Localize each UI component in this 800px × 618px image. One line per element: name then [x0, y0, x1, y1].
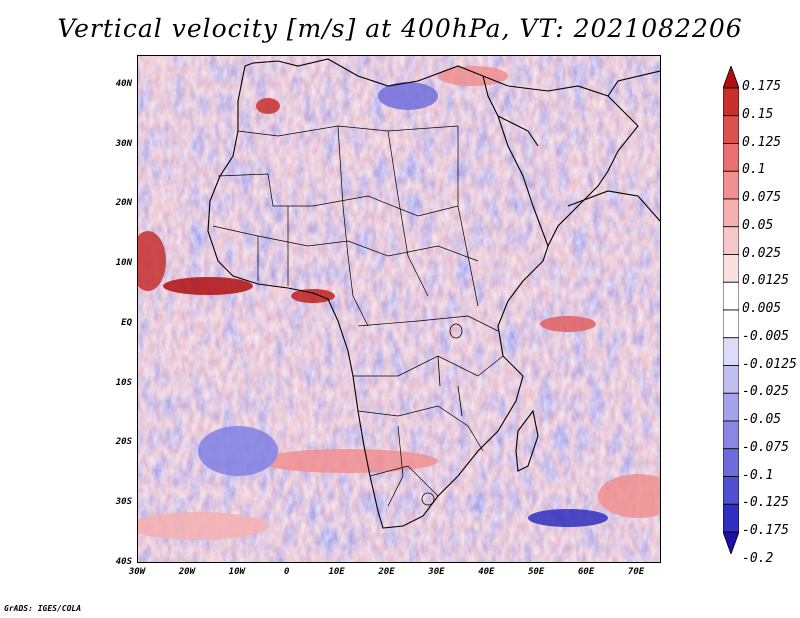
velocity-map: [138, 56, 660, 562]
colorbar-level-label: -0.025: [742, 384, 789, 400]
colorbar-cell: [723, 531, 739, 554]
grads-credit: GrADS: IGES/COLA: [4, 604, 82, 613]
colorbar-level-label: 0.15: [742, 106, 774, 122]
colorbar-cell: [723, 143, 739, 172]
colorbar-cell: [723, 226, 739, 255]
colorbar-level-label: -0.175: [742, 523, 789, 538]
lat-tick-label: 40N: [115, 78, 132, 89]
lon-tick-label: 30W: [128, 567, 146, 577]
lat-tick-label: 20N: [115, 198, 132, 209]
colorbar-level-label: 0.025: [742, 245, 782, 261]
colorbar-level-label: -0.2: [742, 550, 774, 566]
lon-tick-label: 0: [283, 567, 290, 577]
lon-tick-label: 30E: [428, 567, 445, 577]
lakes: [421, 323, 463, 506]
country-borders: [212, 125, 504, 507]
colorbar-cell: [723, 448, 739, 477]
colorbar-cell: [723, 87, 739, 117]
feature-patches: [138, 66, 660, 540]
lat-tick-label: 20S: [115, 437, 132, 448]
colorbar-level-label: 0.005: [742, 301, 782, 316]
lon-tick-label: 50E: [528, 567, 545, 577]
colorbar-level-label: 0.05: [742, 217, 774, 233]
colorbar-cells: [723, 66, 739, 554]
colorbar-cell: [723, 420, 739, 450]
lon-tick-label: 40E: [478, 567, 495, 577]
colorbar-cell: [723, 503, 739, 533]
colorbar: [723, 66, 739, 554]
colorbar-level-label: 0.0125: [742, 273, 789, 289]
colorbar-level-label: -0.075: [742, 439, 789, 455]
colorbar-cell: [723, 115, 739, 144]
coastlines: [207, 58, 660, 529]
map-title: Vertical velocity [m/s] at 400hPa, VT: 2…: [57, 14, 743, 43]
colorbar-level-label: -0.125: [742, 495, 789, 511]
colorbar-level-label: -0.05: [742, 412, 782, 427]
lat-tick-label: 30S: [115, 497, 132, 508]
colorbar-cell: [723, 476, 739, 505]
colorbar-cell: [723, 281, 739, 311]
lat-tick-label: 40S: [115, 557, 132, 567]
lat-tick-label: 30N: [115, 138, 132, 149]
colorbar-level-label: 0.1: [742, 162, 766, 178]
colorbar-level-label: 0.125: [742, 134, 782, 150]
colorbar-cell: [723, 392, 739, 422]
colorbar-cell: [723, 365, 739, 394]
lat-tick-label: EQ: [121, 317, 132, 328]
colorbar-level-label: 0.075: [742, 190, 782, 205]
colorbar-cell: [723, 309, 739, 339]
colorbar-cell: [723, 170, 739, 200]
colorbar-cell: [723, 198, 739, 228]
colorbar-level-label: -0.1: [742, 467, 774, 483]
lon-tick-label: 70E: [627, 567, 645, 577]
lat-tick-label: 10S: [115, 377, 132, 388]
lon-tick-label: 10E: [328, 567, 345, 577]
map-texture-light: [138, 56, 660, 562]
colorbar-level-label: -0.005: [742, 328, 789, 344]
lat-tick-label: 10N: [115, 258, 132, 269]
colorbar-cell: [723, 254, 739, 283]
lon-tick-label: 20E: [378, 567, 395, 577]
colorbar-level-label: 0.175: [742, 79, 782, 94]
colorbar-level-label: -0.0125: [742, 356, 797, 372]
lon-tick-label: 10W: [228, 567, 245, 577]
colorbar-cell: [723, 337, 739, 366]
lon-tick-label: 60E: [578, 567, 595, 577]
colorbar-cell: [723, 66, 739, 89]
lon-tick-label: 20W: [178, 567, 196, 577]
map-frame: [137, 55, 661, 563]
